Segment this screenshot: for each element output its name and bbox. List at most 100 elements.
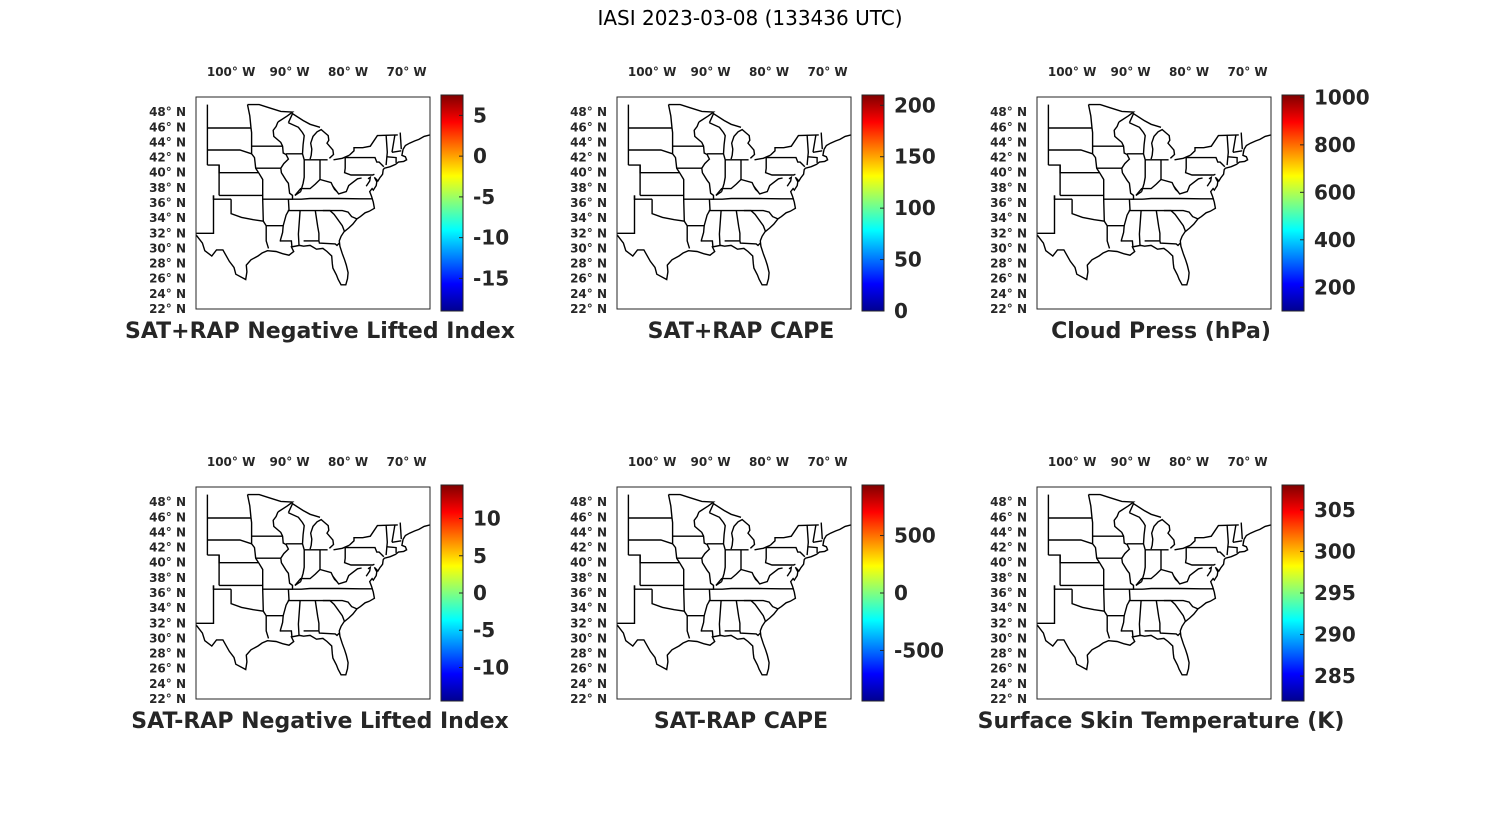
state-border bbox=[272, 121, 294, 242]
state-border bbox=[730, 518, 756, 550]
state-border bbox=[1071, 199, 1108, 227]
state-border bbox=[322, 209, 346, 233]
colorbar-tick-label: 10 bbox=[473, 507, 501, 531]
state-border bbox=[391, 134, 396, 153]
colorbar-tick-label: 800 bbox=[1314, 133, 1356, 157]
state-border bbox=[348, 524, 398, 546]
lon-tick-label: 70° W bbox=[387, 455, 427, 469]
map-frame bbox=[195, 486, 431, 700]
lat-tick-label: 34° N bbox=[149, 211, 186, 225]
panel-title: SAT+RAP CAPE bbox=[647, 319, 835, 344]
state-border bbox=[718, 210, 722, 246]
lat-tick-label: 42° N bbox=[990, 151, 1027, 165]
lat-tick-label: 30° N bbox=[570, 241, 607, 255]
state-border bbox=[769, 134, 819, 156]
state-border bbox=[1174, 544, 1191, 551]
state-border bbox=[1088, 493, 1136, 513]
coastline bbox=[196, 524, 430, 676]
colorbar-tick-label: -10 bbox=[473, 226, 509, 250]
lat-tick-label: 22° N bbox=[570, 302, 607, 316]
state-border bbox=[1240, 132, 1243, 150]
state-border bbox=[1129, 512, 1146, 550]
state-border bbox=[1130, 197, 1214, 200]
state-border bbox=[617, 585, 636, 625]
state-border bbox=[786, 565, 793, 577]
state-border bbox=[806, 134, 810, 166]
lat-tick-label: 46° N bbox=[149, 120, 186, 134]
lat-tick-label: 26° N bbox=[149, 272, 186, 286]
state-border bbox=[391, 150, 402, 153]
state-border bbox=[710, 197, 794, 200]
state-border bbox=[288, 122, 305, 160]
state-border bbox=[686, 225, 691, 249]
colorbar-tick-label: 200 bbox=[1314, 275, 1356, 299]
map-axes: 100° W 90° W 80° W 70° W 48° N46° N44° N 42° … bbox=[570, 455, 944, 706]
coastline bbox=[1037, 524, 1271, 676]
lon-tick-label: 100° W bbox=[628, 455, 676, 469]
lat-tick-label: 48° N bbox=[149, 105, 186, 119]
lat-tick-label: 28° N bbox=[990, 647, 1027, 661]
state-border bbox=[1113, 511, 1135, 632]
state-border bbox=[348, 134, 398, 156]
map-lines bbox=[1037, 493, 1271, 676]
state-border bbox=[617, 195, 636, 235]
lon-tick-label: 80° W bbox=[1169, 65, 1209, 79]
state-border bbox=[314, 210, 320, 241]
map-panel: 100° W 90° W 80° W 70° W 48° N 46° N 44° N 42° … bbox=[521, 54, 981, 394]
lon-tick-label: 70° W bbox=[1228, 65, 1268, 79]
map-frame bbox=[1036, 96, 1272, 310]
state-border bbox=[1087, 104, 1105, 222]
lat-tick-label: 40° N bbox=[990, 166, 1027, 180]
lat-tick-label: 30° N bbox=[990, 631, 1027, 645]
lon-tick-label: 70° W bbox=[387, 65, 427, 79]
state-border bbox=[246, 104, 264, 222]
lat-tick-label: 22° N bbox=[149, 692, 186, 706]
state-border bbox=[753, 177, 783, 195]
lat-tick-label: 34° N bbox=[149, 601, 186, 615]
colorbar-tick-label: 150 bbox=[894, 145, 936, 169]
lat-tick-label: 44° N bbox=[990, 525, 1027, 539]
lat-tick-label: 30° N bbox=[570, 631, 607, 645]
map-panel: 100° W 90° W 80° W 70° W 48° N 46° N 44° N 42° … bbox=[941, 444, 1401, 784]
lat-tick-label: 24° N bbox=[570, 287, 607, 301]
state-border bbox=[1232, 524, 1237, 543]
state-border bbox=[693, 121, 715, 242]
lat-tick-label: 32° N bbox=[570, 226, 607, 240]
state-border bbox=[806, 524, 810, 556]
lon-tick-label: 90° W bbox=[691, 455, 731, 469]
lat-tick-label: 42° N bbox=[990, 541, 1027, 555]
state-border bbox=[1174, 154, 1191, 161]
state-border bbox=[207, 149, 252, 155]
lon-tick-label: 70° W bbox=[808, 65, 848, 79]
state-border bbox=[820, 522, 823, 540]
lat-tick-label: 38° N bbox=[570, 571, 607, 585]
state-border bbox=[1048, 539, 1093, 545]
state-border bbox=[1184, 547, 1216, 566]
lat-tick-label: 24° N bbox=[990, 677, 1027, 691]
lon-tick-label: 100° W bbox=[207, 455, 255, 469]
state-border bbox=[628, 554, 680, 564]
state-border bbox=[1155, 210, 1161, 241]
lat-tick-label: 24° N bbox=[990, 287, 1027, 301]
lon-tick-label: 80° W bbox=[749, 65, 789, 79]
lon-tick-label: 80° W bbox=[749, 455, 789, 469]
state-border bbox=[387, 156, 397, 163]
lon-tick-label: 100° W bbox=[1048, 455, 1096, 469]
state-border bbox=[1106, 225, 1111, 249]
state-border bbox=[333, 544, 350, 551]
lat-tick-label: 36° N bbox=[990, 196, 1027, 210]
state-border bbox=[1071, 589, 1108, 617]
state-border bbox=[628, 149, 673, 155]
lon-tick-label: 90° W bbox=[691, 65, 731, 79]
state-border bbox=[345, 156, 385, 168]
state-border bbox=[287, 502, 321, 518]
lat-tick-label: 22° N bbox=[990, 692, 1027, 706]
state-border bbox=[365, 565, 372, 577]
state-border bbox=[812, 134, 817, 153]
state-border bbox=[735, 210, 741, 241]
state-border bbox=[287, 112, 321, 128]
state-border bbox=[753, 567, 783, 585]
state-border bbox=[667, 494, 685, 612]
colorbar-tick-label: -5 bbox=[473, 618, 495, 642]
state-border bbox=[1150, 128, 1176, 160]
